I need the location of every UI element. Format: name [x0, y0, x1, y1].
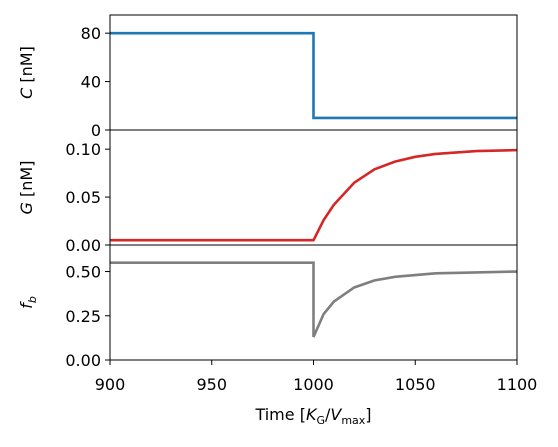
x-axis-label-part: max	[341, 414, 365, 427]
y-axis-label-part: [nM]	[17, 46, 36, 88]
y-tick-label: 0.10	[65, 140, 101, 159]
x-axis-label-part: /	[325, 405, 331, 424]
y-axis-label-part: C	[17, 87, 36, 99]
data-line	[110, 148, 518, 242]
plot-frame	[109, 129, 518, 246]
y-axis-label: C [nM]	[17, 46, 36, 99]
data-line	[110, 261, 518, 338]
y-axis-label: G [nM]	[17, 161, 36, 215]
x-axis-label-part: Time [	[254, 405, 305, 424]
x-tick-label: 1000	[293, 375, 334, 394]
y-axis-label: fb	[17, 296, 39, 309]
x-tick-label: 1100	[497, 375, 538, 394]
y-axis-label-part: G	[17, 202, 36, 214]
y-tick-label: 0.05	[65, 188, 101, 207]
y-axis-label-part: b	[26, 296, 39, 303]
y-tick-label: 80	[81, 24, 101, 43]
x-axis-label: Time [KG/Vmax]	[254, 405, 371, 427]
x-tick-label: 1050	[395, 375, 436, 394]
y-tick-label: 40	[81, 73, 101, 92]
x-axis-label-part: ]	[365, 405, 371, 424]
y-tick-label: 0.25	[65, 307, 101, 326]
x-axis-label-part: V	[330, 405, 342, 424]
y-tick-label: 0.00	[65, 351, 101, 370]
x-tick-label: 900	[95, 375, 126, 394]
y-axis-label-part: f	[17, 301, 36, 309]
y-tick-label: 0	[91, 121, 101, 140]
x-tick-label: 950	[196, 375, 227, 394]
x-axis-label-part: K	[306, 405, 318, 424]
y-tick-label: 0.00	[65, 236, 101, 255]
y-axis-label-part: [nM]	[17, 161, 36, 203]
data-line	[110, 31, 517, 120]
y-tick-label: 0.50	[65, 263, 101, 282]
x-axis-label-part: G	[316, 414, 325, 427]
